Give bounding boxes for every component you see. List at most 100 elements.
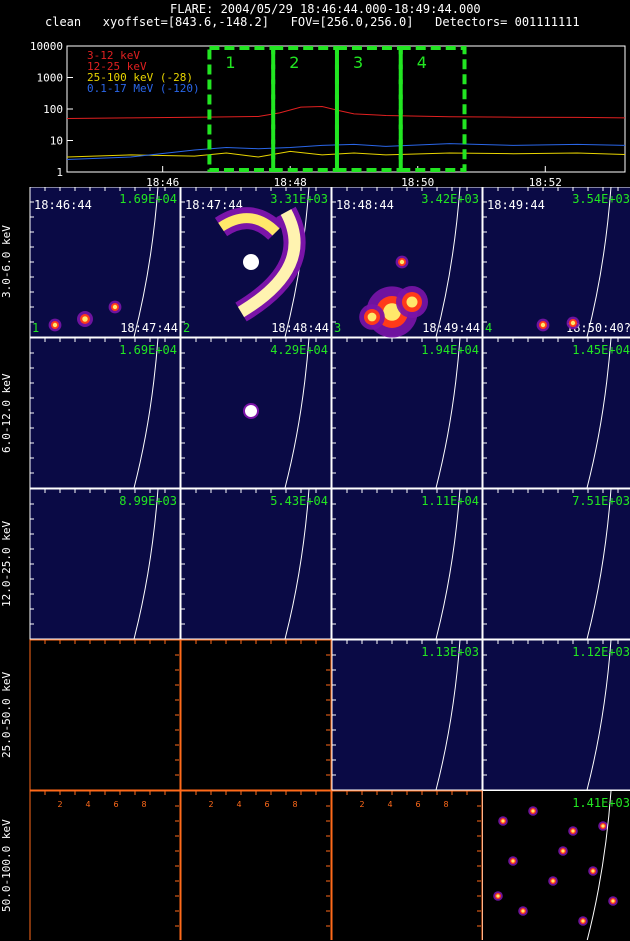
noise-spot-core (601, 824, 605, 828)
panel-max-label: 1.69E+04 (119, 343, 177, 357)
panel-number: 4 (485, 321, 492, 335)
panel-start-time: 18:49:44 (487, 198, 545, 212)
noise-spot-core (511, 859, 515, 863)
header-line-1: FLARE: 2004/05/29 18:46:44.000-18:49:44.… (170, 2, 481, 16)
panel-start-time: 18:48:44 (336, 198, 394, 212)
panel-r3-c0 (29, 639, 181, 791)
legend-entry: 25-100 keV (-28) (87, 71, 193, 84)
panel-start-time: 18:46:44 (34, 198, 92, 212)
panel-max-label: 4.29E+04 (270, 343, 328, 357)
panel-frame (482, 639, 630, 791)
empty-axis-label: 2 (57, 800, 62, 809)
panel-r2-c3: 7.51E+03 (482, 488, 630, 640)
blob-core (399, 259, 405, 265)
solar-limb (435, 187, 461, 338)
panel-r4-c2: 2 4 6 8 (331, 790, 483, 940)
y-tick-label: 10000 (30, 40, 63, 53)
panel-max-label: 3.31E+03 (270, 192, 328, 206)
blob-core (540, 322, 546, 328)
panel-max-label: 7.51E+03 (572, 494, 630, 508)
series-line-3 (66, 143, 626, 160)
panel-frame (29, 337, 181, 489)
panel-max-label: 3.42E+03 (421, 192, 479, 206)
panel-frame (482, 488, 630, 640)
panel-end-time: 18:49:44 (422, 321, 480, 335)
noise-spot-core (571, 829, 575, 833)
panel-r0-c3: 3.54E+03 18:49:44 18:50:40? 4 (482, 187, 630, 338)
panel-frame (180, 488, 332, 640)
panel-frame (331, 639, 483, 791)
interval-label: 3 (353, 53, 363, 72)
header-line-2: clean xyoffset=[843.6,-148.2] FOV=[256.0… (45, 15, 580, 29)
legend-entry: 0.1-17 MeV (-120) (87, 82, 200, 95)
series-line-2 (66, 150, 626, 158)
noise-spot-core (581, 919, 585, 923)
solar-limb (435, 337, 461, 489)
panel-max-label: 3.54E+03 (572, 192, 630, 206)
empty-panel-frame (331, 790, 483, 940)
blob-core (52, 322, 58, 328)
interval-label: 1 (225, 53, 235, 72)
y-tick-label: 100 (43, 103, 63, 116)
blob-core (82, 316, 88, 322)
blob-core (570, 320, 576, 326)
solar-limb (133, 488, 159, 640)
solar-limb (284, 488, 310, 640)
source-dot (245, 405, 257, 417)
solar-limb (586, 639, 612, 791)
solar-limb (133, 337, 159, 489)
empty-axis-label: 8 (141, 800, 146, 809)
solar-limb (435, 639, 461, 791)
panel-max-label: 5.43E+04 (270, 494, 328, 508)
panel-r1-c1: 4.29E+04 (180, 337, 332, 489)
solar-limb (586, 790, 612, 940)
panel-frame (482, 187, 630, 338)
empty-axis-label: 6 (113, 800, 118, 809)
panel-frame (331, 337, 483, 489)
panel-r1-c2: 1.94E+04 (331, 337, 483, 489)
panel-max-label: 1.12E+03 (572, 645, 630, 659)
panel-end-time: 18:50:40? (566, 321, 630, 335)
noise-spot-core (531, 809, 535, 813)
panel-frame (29, 488, 181, 640)
panel-r0-c0: 1.69E+04 18:46:44 18:47:44 1 (29, 187, 181, 338)
panel-frame (29, 187, 181, 338)
panel-frame (331, 488, 483, 640)
empty-axis-label: 8 (292, 800, 297, 809)
empty-axis-label: 2 (359, 800, 364, 809)
panel-max-label: 1.13E+03 (421, 645, 479, 659)
empty-axis-label: 4 (236, 800, 241, 809)
y-tick-label: 1000 (37, 72, 64, 85)
panel-number: 1 (32, 321, 39, 335)
lightcurve-plot: 1 10 100 1000 10000 18:46 18:48 18:50 18:52 1 2 3… (30, 40, 626, 189)
arc-core (237, 209, 301, 318)
panel-number: 3 (334, 321, 341, 335)
panel-r4-c0: 2 4 6 8 (29, 790, 181, 940)
noise-spot-core (501, 819, 505, 823)
panel-r0-c1: 3.31E+03 18:47:44 18:48:44 2 (180, 187, 332, 338)
noise-spot-core (496, 894, 500, 898)
panel-end-time: 18:47:44 (120, 321, 178, 335)
panel-r1-c0: 1.69E+04 (29, 337, 181, 489)
x-tick-label: 18:48 (274, 176, 307, 189)
empty-panel-frame (180, 790, 332, 940)
interval-label: 4 (417, 53, 427, 72)
interval-box-2 (271, 46, 339, 172)
x-tick-label: 18:46 (146, 176, 179, 189)
source-dot (243, 254, 259, 270)
interval-box-3 (334, 46, 403, 172)
empty-axis-label: 4 (85, 800, 90, 809)
solar-limb (586, 488, 612, 640)
panel-r4-c3: 1.41E+031.41E+03 (482, 790, 630, 940)
interval-label: 2 (289, 53, 299, 72)
legend-entry: 12-25 keV (87, 60, 147, 73)
noise-spot-core (591, 869, 595, 873)
blob-core (383, 303, 401, 321)
panel-r2-c1: 5.43E+04 (180, 488, 332, 640)
panel-r2-c0: 8.99E+03 (29, 488, 181, 640)
solar-limb (586, 187, 612, 338)
noise-spot-core (551, 879, 555, 883)
panel-r3-c2: 1.13E+03 (331, 639, 483, 791)
solar-limb (284, 337, 310, 489)
panel-r3-c3: 1.12E+03 (482, 639, 630, 791)
